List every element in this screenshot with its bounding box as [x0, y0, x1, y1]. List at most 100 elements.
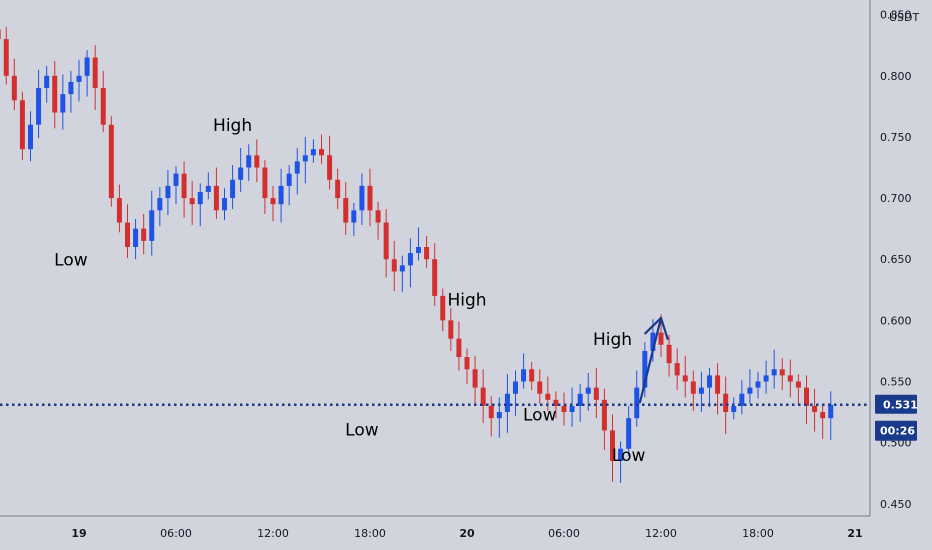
candle-body	[739, 393, 745, 406]
candle-body	[19, 100, 25, 150]
candle-body	[278, 185, 284, 205]
candle-body	[44, 75, 50, 89]
candle-body	[36, 88, 42, 125]
candle-body	[238, 167, 244, 180]
annotation-low: Low	[612, 446, 646, 466]
candle-body	[698, 387, 704, 394]
candle-body	[28, 124, 33, 150]
candle-body	[804, 387, 809, 406]
price-tick-label: 0.600	[880, 314, 912, 327]
candle-body	[189, 198, 195, 205]
candle-body	[626, 418, 632, 449]
annotation-low: Low	[523, 406, 557, 426]
candle-body	[456, 338, 462, 358]
candle-body	[763, 375, 769, 382]
candle-body	[310, 149, 316, 156]
candle-body	[488, 405, 494, 419]
time-tick-label: 18:00	[354, 527, 386, 540]
candle-body	[254, 155, 260, 168]
candle-body	[116, 198, 122, 223]
candle-body	[327, 155, 333, 180]
candle-body	[100, 88, 106, 125]
candle-body	[545, 393, 551, 400]
candle-body	[553, 399, 559, 406]
bar-countdown: 00:26	[880, 425, 915, 438]
annotations-layer: Low High Low High Low High Low	[54, 116, 645, 466]
candle-body	[828, 404, 834, 419]
candle-body	[399, 265, 405, 272]
candle-body	[141, 228, 147, 241]
price-axis[interactable]: 0.8500.8000.7500.7000.6500.6000.5500.500…	[880, 9, 912, 511]
candle-body	[618, 448, 624, 461]
price-tick-label: 0.850	[880, 9, 912, 22]
candle-body	[779, 369, 785, 376]
annotation-low: Low	[54, 250, 88, 270]
time-tick-label: 12:00	[257, 527, 289, 540]
candle-body	[52, 75, 58, 113]
candle-body	[84, 57, 90, 76]
candle-body	[585, 387, 591, 394]
candle-body	[561, 405, 567, 413]
candle-body	[222, 198, 227, 211]
candle-body	[496, 412, 502, 419]
candle-body	[286, 173, 292, 186]
candle-body	[213, 185, 219, 211]
candle-body	[181, 173, 187, 199]
arrow-head	[644, 316, 669, 340]
candle-body	[262, 167, 268, 199]
time-tick-label: 21	[847, 527, 862, 540]
candle-body	[335, 179, 341, 199]
candle-body	[593, 387, 599, 400]
candle-body	[755, 381, 761, 388]
candle-body	[642, 350, 648, 388]
candle-body	[448, 320, 454, 339]
candle-body	[76, 75, 82, 82]
time-tick-label: 06:00	[548, 527, 580, 540]
arrow-layer	[638, 316, 669, 404]
current-price-badge: 0.531 00:26	[875, 394, 918, 441]
candle-body	[157, 198, 163, 211]
time-tick-label: 19	[71, 527, 86, 540]
candle-body	[319, 149, 324, 156]
candle-body	[472, 369, 478, 388]
candle-body	[747, 387, 753, 394]
candle-body	[812, 405, 818, 413]
candle-body	[383, 222, 389, 260]
candle-body	[343, 198, 349, 223]
candle-body	[270, 198, 276, 205]
candle-body	[707, 375, 712, 388]
candle-body	[68, 81, 74, 95]
candle-body	[197, 191, 203, 205]
candle-body	[424, 246, 430, 260]
candle-body	[11, 75, 17, 101]
candle-body	[666, 344, 672, 364]
candle-body	[230, 179, 236, 199]
candle-body	[513, 381, 518, 394]
candle-body	[351, 210, 357, 223]
candle-body	[715, 375, 721, 394]
candle-body	[302, 155, 308, 162]
candle-body	[432, 259, 438, 296]
price-tick-label: 0.550	[880, 375, 912, 388]
candle-body	[504, 393, 510, 413]
candle-body	[0, 29, 1, 40]
candle-body	[690, 381, 696, 394]
candle-body	[634, 387, 640, 419]
candle-body	[569, 405, 575, 413]
current-price-value: 0.531	[883, 399, 918, 412]
currency-label: USDT	[889, 11, 920, 24]
candle-body	[464, 357, 470, 370]
candle-body	[367, 185, 373, 211]
price-tick-label: 0.800	[880, 70, 912, 83]
candle-body	[658, 332, 664, 345]
candle-body	[3, 39, 9, 76]
time-tick-label: 18:00	[742, 527, 774, 540]
candle-body	[480, 387, 486, 406]
arrow-shaft	[638, 316, 663, 404]
annotation-high: High	[447, 291, 486, 311]
candle-body	[795, 381, 801, 388]
candle-body	[108, 124, 114, 199]
time-axis[interactable]: 19 06:00 12:00 18:00 20 06:00 12:00 18:00 21	[71, 527, 862, 540]
